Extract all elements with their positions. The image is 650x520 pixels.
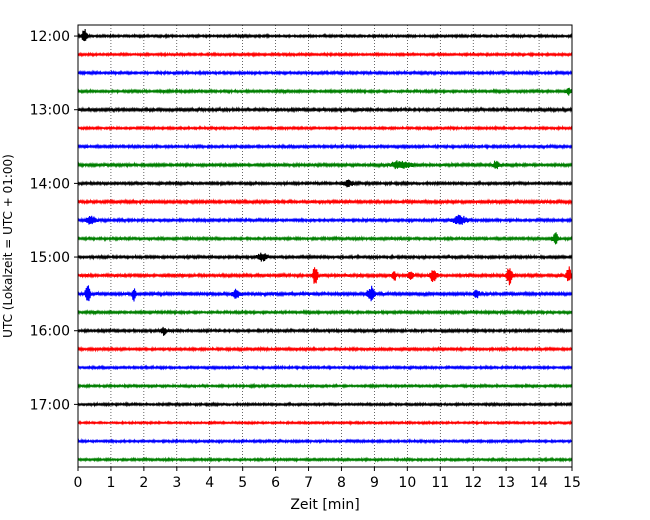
trace-row-1530 [77, 285, 573, 302]
plot-frame [77, 24, 573, 468]
x-tick-label: 12 [464, 475, 482, 491]
y-tick-label: 12:00 [30, 29, 70, 45]
trace-row-1300 [77, 106, 573, 114]
trace-row-1630 [77, 364, 573, 371]
trace-row-1715 [77, 419, 573, 426]
x-axis: 0 1 2 3 4 5 6 7 8 9 10 11 12 13 14 15 [74, 467, 581, 491]
trace-row-1415 [77, 198, 573, 206]
trace-row-1515 [77, 266, 573, 286]
trace-row-1345 [77, 160, 573, 170]
trace-row-1245 [77, 87, 573, 96]
trace-row-1645 [77, 382, 573, 390]
trace-row-1330 [77, 143, 573, 151]
trace-row-1230 [77, 69, 573, 77]
x-tick-label: 10 [398, 475, 416, 491]
x-tick-label: 13 [497, 475, 515, 491]
x-tick-label: 7 [304, 475, 313, 491]
y-tick-label: 15:00 [30, 250, 70, 266]
y-tick-label: 17:00 [30, 397, 70, 413]
y-axis-label: UTC (Lokalzeit = UTC + 01:00) [1, 154, 15, 338]
x-tick-label: 0 [74, 475, 83, 491]
y-tick-label: 14:00 [30, 176, 70, 192]
x-tick-label: 5 [238, 475, 247, 491]
x-tick-label: 9 [370, 475, 379, 491]
x-tick-label: 4 [205, 475, 214, 491]
trace-row-1615 [77, 345, 573, 353]
y-axis: 12:00 13:00 14:00 15:00 16:00 17:00 [30, 29, 78, 413]
y-tick-label: 16:00 [30, 324, 70, 340]
x-tick-label: 1 [106, 475, 115, 491]
x-tick-label: 3 [172, 475, 181, 491]
trace-row-1400 [77, 179, 573, 188]
trace-row-1700 [77, 401, 573, 408]
trace-row-1215 [77, 51, 573, 58]
trace-row-1200 [77, 28, 573, 42]
trace-row-1600 [77, 326, 573, 336]
trace-row-1315 [77, 124, 573, 132]
x-tick-label: 8 [337, 475, 346, 491]
x-tick-label: 14 [530, 475, 548, 491]
trace-row-1445 [77, 232, 573, 245]
x-tick-label: 6 [271, 475, 280, 491]
x-tick-label: 15 [563, 475, 581, 491]
trace-row-1430 [77, 214, 573, 225]
x-tick-label: 2 [139, 475, 148, 491]
trace-row-1745 [77, 456, 573, 463]
trace-row-1730 [77, 437, 573, 445]
x-axis-label: Zeit [min] [290, 497, 359, 513]
trace-row-1500 [77, 252, 573, 262]
x-tick-label: 11 [431, 475, 449, 491]
seismogram-traces [77, 28, 573, 463]
trace-row-1545 [77, 308, 573, 316]
y-tick-label: 13:00 [30, 103, 70, 119]
